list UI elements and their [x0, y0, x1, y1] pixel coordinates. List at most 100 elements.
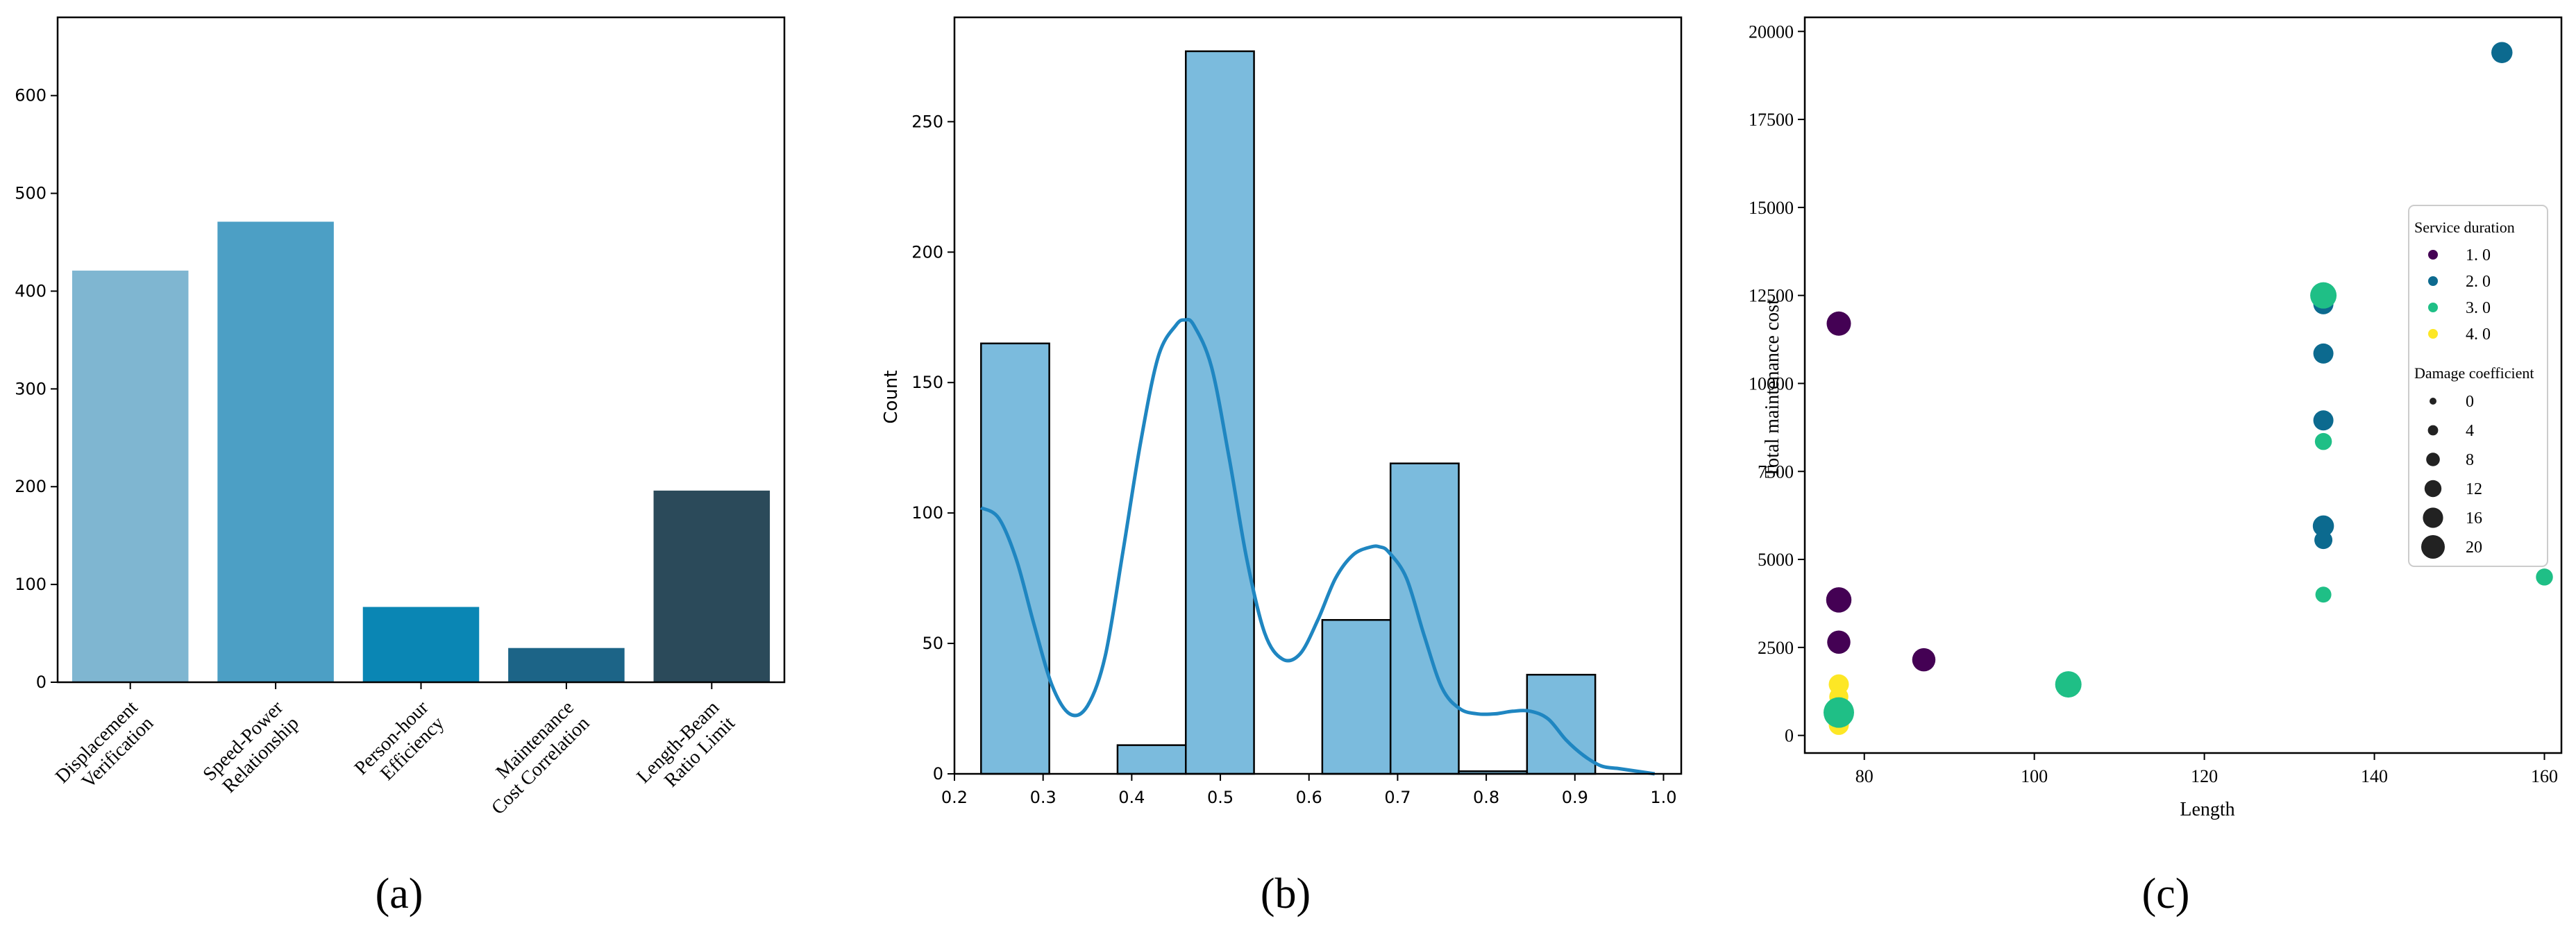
- panel-c-plot-frame: [1803, 16, 2563, 754]
- legend-size-marker: [2424, 480, 2442, 498]
- legend-hue-title: Service duration: [2414, 219, 2515, 236]
- legend-hue-label: 3. 0: [2466, 299, 2491, 317]
- x-tick-label: 0.3: [1030, 788, 1057, 807]
- panel-a-label: (a): [376, 870, 423, 918]
- legend-frame: [2408, 205, 2548, 567]
- x-tick-label: 0.7: [1384, 788, 1411, 807]
- y-tick-label: 150: [911, 373, 943, 392]
- x-tick-label: 160: [2531, 766, 2558, 786]
- legend-size-title: Damage coefficient: [2414, 364, 2534, 382]
- scatter-point: [2312, 515, 2334, 537]
- y-tick-label: 250: [911, 112, 943, 131]
- y-tick-label: 0: [1785, 726, 1794, 746]
- scatter-point: [2314, 531, 2333, 550]
- panel-b-histogram: 0 50 100 150 200 250 0.2 0.3 0.4 0.5 0.6 0.7 0.8 0.9…: [881, 16, 1683, 918]
- x-tick-label: 0.9: [1562, 788, 1588, 807]
- bar: [217, 221, 334, 683]
- scatter-point: [2315, 586, 2332, 603]
- panel-a-plot-frame: [56, 16, 786, 684]
- scatter-point: [1823, 697, 1854, 728]
- legend-hue-marker: [2428, 250, 2438, 260]
- y-tick-label: 50: [922, 634, 943, 653]
- x-tick-label: Person-hourEfficiency: [351, 697, 449, 795]
- x-tick-label: 0.8: [1473, 788, 1499, 807]
- panel-c-xlabel: Length: [2180, 799, 2234, 820]
- panel-c-scatter: 0 2500 5000 7500 10000 12500 15000 17500 20000 8…: [1749, 16, 2563, 918]
- x-tick-label: DisplacementVerification: [51, 697, 158, 804]
- y-tick-label: 100: [911, 503, 943, 523]
- y-tick-label: 300: [15, 379, 47, 398]
- y-tick-label: 0: [36, 673, 47, 692]
- legend-size-marker: [2423, 507, 2443, 528]
- histogram-bar: [1526, 673, 1597, 775]
- bar: [362, 607, 480, 682]
- legend-hue-label: 2. 0: [2466, 273, 2491, 291]
- kde-curve: [980, 317, 1656, 776]
- legend-size-label: 4: [2466, 422, 2474, 440]
- x-tick-label: 140: [2361, 766, 2388, 786]
- legend-hue-label: 1. 0: [2466, 246, 2491, 264]
- scatter-point: [2055, 671, 2082, 698]
- legend-size-marker: [2421, 535, 2445, 559]
- x-tick-label: 100: [2021, 766, 2048, 786]
- legend-size-marker: [2427, 425, 2439, 436]
- scatter-point: [2536, 568, 2553, 586]
- panel-c-ylabel: Total maintenance cost: [1762, 299, 1783, 478]
- scatter-point: [1826, 587, 1852, 613]
- panel-c-label: (c): [2142, 870, 2190, 918]
- y-tick-label: 12500: [1749, 286, 1794, 306]
- scatter-point: [2313, 343, 2334, 364]
- legend-hue-label: 4. 0: [2466, 326, 2491, 344]
- scatter-point: [2314, 432, 2332, 450]
- x-tick-label: 0.2: [941, 788, 968, 807]
- y-tick-label: 17500: [1749, 110, 1794, 130]
- y-tick-label: 400: [15, 281, 47, 301]
- y-tick-label: 20000: [1749, 22, 1794, 42]
- panel-c-legend: Service duration 1. 0 2. 0 3. 0 4. 0 Damage…: [2408, 205, 2548, 567]
- bar: [653, 490, 771, 682]
- legend-size-label: 8: [2466, 451, 2474, 469]
- x-tick-label: 1.0: [1650, 788, 1676, 807]
- bar: [71, 270, 189, 683]
- legend-size-marker: [2426, 453, 2440, 466]
- scatter-point: [1912, 648, 1936, 672]
- panel-b-ylabel: Count: [881, 370, 902, 423]
- x-tick-label: 80: [1855, 766, 1874, 786]
- x-tick-label: MaintenanceCost Correlation: [471, 697, 594, 819]
- y-tick-label: 10000: [1749, 373, 1794, 394]
- histogram-bar: [1389, 462, 1460, 775]
- histogram-bar: [1116, 744, 1187, 775]
- x-tick-label: Length-BeamRatio Limit: [632, 697, 739, 804]
- x-tick-label: 120: [2191, 766, 2218, 786]
- x-tick-label: Speed-PowerRelationship: [199, 697, 304, 802]
- legend-size-label: 0: [2466, 393, 2474, 411]
- scatter-point: [1827, 630, 1851, 654]
- panel-b-label: (b): [1261, 870, 1311, 918]
- y-tick-label: 15000: [1749, 198, 1794, 218]
- y-tick-label: 600: [15, 86, 47, 105]
- legend-hue-marker: [2428, 329, 2438, 339]
- legend-size-label: 20: [2466, 539, 2482, 557]
- scatter-point: [1826, 311, 1851, 336]
- panel-b-plot-frame: [953, 16, 1683, 775]
- y-tick-label: 100: [15, 575, 47, 594]
- scatter-point: [2491, 42, 2513, 63]
- legend-size-label: 16: [2466, 509, 2482, 527]
- panel-a-bar-chart: 0 100 200 300 400 500 600 DisplacementVerifica…: [15, 16, 786, 918]
- legend-size-marker: [2430, 398, 2436, 405]
- legend-hue-marker: [2428, 276, 2438, 286]
- legend-size-label: 12: [2466, 480, 2482, 498]
- x-tick-label: 0.5: [1207, 788, 1234, 807]
- bar: [508, 648, 625, 682]
- y-tick-label: 2500: [1758, 638, 1794, 658]
- y-tick-label: 7500: [1758, 462, 1794, 482]
- scatter-point: [2313, 410, 2334, 431]
- y-tick-label: 200: [911, 242, 943, 262]
- y-tick-label: 500: [15, 184, 47, 203]
- scatter-point: [2310, 282, 2337, 309]
- x-tick-label: 0.6: [1296, 788, 1322, 807]
- y-tick-label: 200: [15, 477, 47, 496]
- y-tick-label: 5000: [1758, 550, 1794, 570]
- y-tick-label: 0: [933, 764, 943, 784]
